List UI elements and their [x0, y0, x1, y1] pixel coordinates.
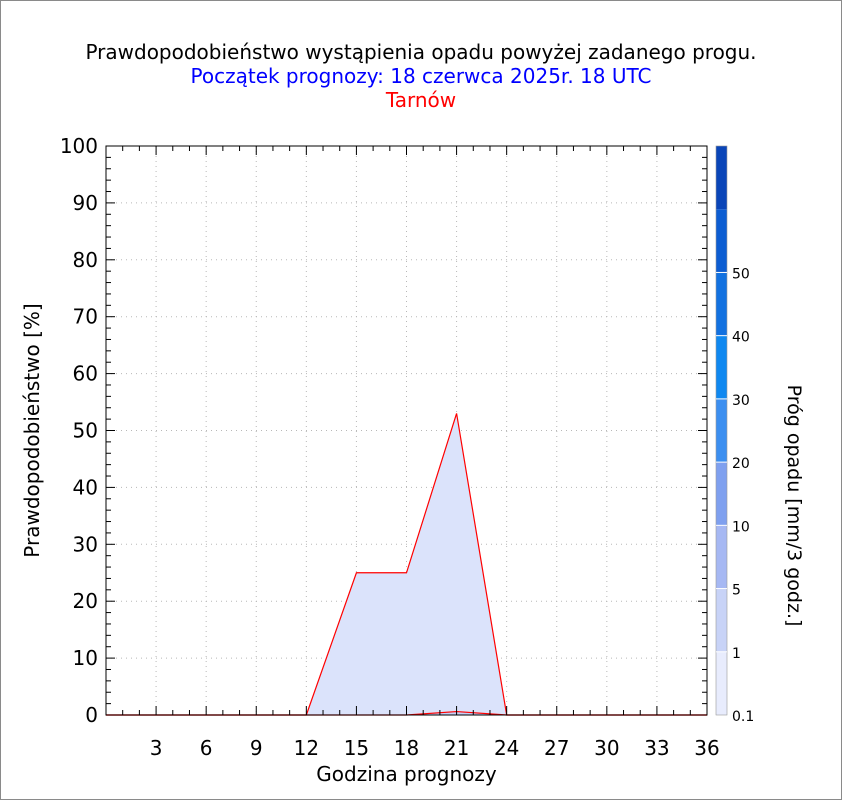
location-title: Tarnów [385, 88, 457, 112]
x-tick-label: 3 [150, 736, 163, 760]
x-tick-label: 6 [200, 736, 213, 760]
x-axis-label: Godzina prognozy [316, 762, 497, 786]
colorbar-segment [716, 146, 727, 210]
colorbar-segment [716, 525, 727, 589]
x-tick-label: 12 [294, 736, 319, 760]
series-area-0.1 [106, 413, 707, 715]
y-tick-label: 50 [73, 419, 98, 443]
x-tick-label: 18 [394, 736, 419, 760]
colorbar-segment [716, 651, 727, 715]
colorbar-level-label: 30 [732, 393, 750, 409]
colorbar-level-label: 0.1 [732, 709, 754, 725]
colorbar-segment [716, 209, 727, 273]
colorbar-segment [716, 462, 727, 526]
y-tick-label: 30 [73, 532, 98, 556]
series-areas [106, 413, 707, 715]
x-tick-label: 9 [250, 736, 263, 760]
colorbar-level-label: 10 [732, 519, 750, 535]
y-tick-label: 40 [73, 475, 98, 499]
y-tick-label: 60 [73, 362, 98, 386]
colorbar: 0.1 1 5 10 20 30 40 50 [715, 145, 754, 725]
chart-titles: Prawdopodobieństwo wystąpienia opadu pow… [0, 40, 842, 112]
y-tick-label: 20 [73, 589, 98, 613]
forecast-start-subtitle: Początek prognozy: 18 czerwca 2025r. 18 … [190, 64, 652, 88]
colorbar-level-label: 1 [732, 646, 741, 662]
x-tick-label: 30 [594, 736, 619, 760]
colorbar-level-label: 5 [732, 583, 741, 599]
grid [106, 146, 707, 715]
colorbar-level-label: 40 [732, 330, 750, 346]
colorbar-border [715, 145, 728, 716]
colorbar-segment [716, 398, 727, 463]
y-axis-label: Prawdopodobieństwo [%] [20, 303, 44, 557]
y-tick-label: 70 [73, 305, 98, 329]
colorbar-segment [716, 272, 727, 336]
colorbar-segment [716, 588, 727, 652]
colorbar-label: Próg opadu [mm/3 godz.] [783, 385, 805, 627]
colorbar-level-label: 20 [732, 456, 750, 472]
x-tick-label: 24 [494, 736, 519, 760]
x-tick-label: 33 [644, 736, 669, 760]
chart-title: Prawdopodobieństwo wystąpienia opadu pow… [85, 40, 757, 64]
colorbar-level-label: 50 [732, 266, 750, 282]
y-tick-label: 10 [73, 646, 98, 670]
colorbar-segment [716, 335, 727, 399]
y-tick-label: 80 [73, 248, 98, 272]
x-tick-label: 27 [544, 736, 569, 760]
x-tick-label: 36 [694, 736, 719, 760]
y-tick-label: 0 [85, 703, 98, 727]
y-tick-label: 90 [73, 191, 98, 215]
x-tick-label: 15 [344, 736, 369, 760]
y-tick-label: 100 [60, 134, 98, 158]
x-tick-label: 21 [444, 736, 469, 760]
